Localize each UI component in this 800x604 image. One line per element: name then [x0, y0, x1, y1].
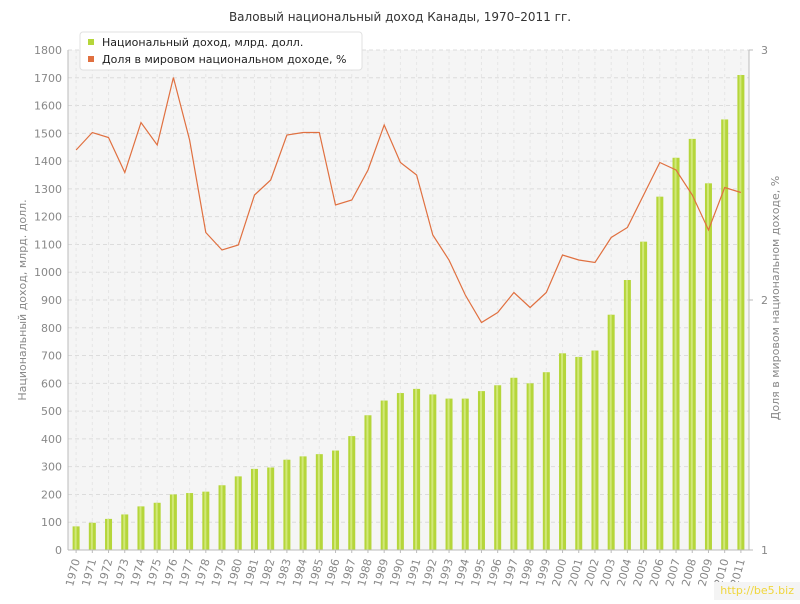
- y2-tick-label: 3: [761, 44, 768, 57]
- bar-highlight: [220, 485, 223, 550]
- legend-label-share: Доля в мировом национальном доходе, %: [102, 53, 346, 66]
- bar-series: [72, 75, 745, 551]
- bar-highlight: [285, 459, 288, 550]
- bar-highlight: [107, 518, 110, 550]
- bar-highlight: [366, 415, 369, 550]
- bar-highlight: [188, 493, 191, 550]
- y-tick-label: 1500: [34, 127, 62, 140]
- y-tick-label: 1100: [34, 238, 62, 251]
- bar-highlight: [625, 280, 628, 550]
- y-tick-label: 1800: [34, 44, 62, 57]
- bar-highlight: [252, 468, 255, 550]
- watermark: http://be5.biz: [714, 582, 800, 600]
- y-tick-label: 1300: [34, 183, 62, 196]
- bar-highlight: [398, 393, 401, 550]
- legend: Национальный доход, млрд. долл. Доля в м…: [79, 31, 363, 71]
- bar-highlight: [350, 436, 353, 550]
- y-tick-label: 800: [41, 322, 62, 335]
- y-axis-label: Национальный доход, млрд. долл.: [16, 199, 29, 400]
- y-tick-label: 500: [41, 405, 62, 418]
- legend-label-income: Национальный доход, млрд. долл.: [102, 36, 303, 49]
- y-tick-label: 200: [41, 488, 62, 501]
- y-tick-label: 1600: [34, 100, 62, 113]
- bar-highlight: [593, 350, 596, 550]
- bar-highlight: [269, 467, 272, 550]
- bar-highlight: [90, 522, 93, 550]
- bar-highlight: [463, 398, 466, 550]
- bar-highlight: [658, 196, 661, 550]
- bar-highlight: [528, 383, 531, 550]
- bar-highlight: [171, 494, 174, 550]
- share-line-series: [75, 77, 742, 324]
- bar-highlight: [561, 353, 564, 550]
- y-tick-label: 300: [41, 461, 62, 474]
- bar-highlight: [431, 394, 434, 550]
- y2-tick-label: 2: [761, 294, 768, 307]
- bar-highlight: [123, 514, 126, 550]
- y-tick-label: 700: [41, 350, 62, 363]
- y-tick-label: 0: [55, 544, 62, 557]
- chart-title: Валовый национальный доход Канады, 1970–…: [228, 10, 572, 24]
- y-tick-label: 600: [41, 377, 62, 390]
- bar-highlight: [236, 476, 239, 550]
- bar-highlight: [642, 241, 645, 550]
- bar-highlight: [139, 506, 142, 550]
- bar-highlight: [690, 138, 693, 550]
- bar-highlight: [479, 391, 482, 550]
- y2-axis-label: Доля в мировом национальном доходе, %: [769, 176, 782, 420]
- bar-highlight: [155, 502, 158, 550]
- bar-highlight: [382, 400, 385, 550]
- bar-highlight: [447, 398, 450, 550]
- legend-box: [79, 31, 363, 71]
- bar-highlight: [415, 388, 418, 550]
- y-tick-label: 1000: [34, 266, 62, 279]
- legend-swatch-share: [88, 56, 94, 62]
- bar-highlight: [74, 526, 77, 550]
- bar-highlight: [739, 75, 742, 550]
- bar-highlight: [317, 454, 320, 550]
- y-tick-label: 100: [41, 516, 62, 529]
- bar-highlight: [577, 356, 580, 550]
- y-tick-label: 1700: [34, 72, 62, 85]
- bar-highlight: [496, 385, 499, 550]
- y-tick-label: 400: [41, 433, 62, 446]
- y-tick-label: 1200: [34, 211, 62, 224]
- y-tick-label: 900: [41, 294, 62, 307]
- bar-highlight: [544, 372, 547, 550]
- legend-swatch-income: [88, 39, 94, 45]
- bar-highlight: [204, 491, 207, 550]
- bar-highlight: [706, 183, 709, 551]
- bar-highlight: [674, 157, 677, 550]
- bar-highlight: [334, 450, 337, 550]
- bar-highlight: [609, 314, 612, 550]
- bar-highlight: [301, 456, 304, 550]
- bar-highlight: [723, 119, 726, 550]
- bar-highlight: [512, 377, 515, 550]
- y2-tick-label: 1: [761, 544, 768, 557]
- y-tick-label: 1400: [34, 155, 62, 168]
